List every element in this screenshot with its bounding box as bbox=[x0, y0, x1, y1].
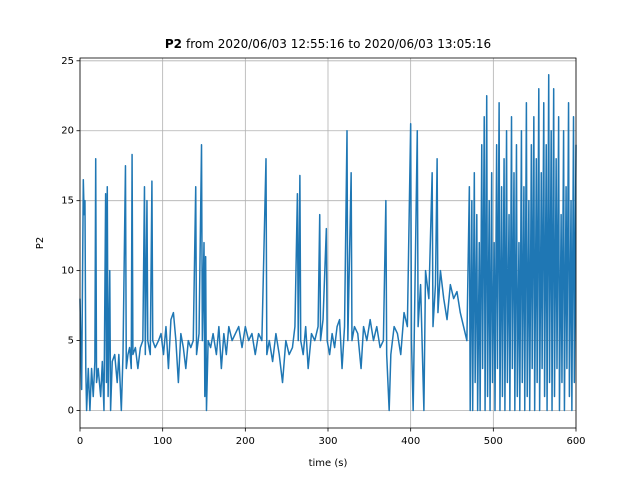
y-tick-label: 0 bbox=[68, 406, 74, 417]
y-tick-label: 15 bbox=[61, 196, 74, 207]
title-text: from 2020/06/03 12:55:16 to 2020/06/03 1… bbox=[186, 37, 491, 51]
chart-title: P2 from 2020/06/03 12:55:16 to 2020/06/03… bbox=[165, 37, 491, 51]
y-tick-label: 10 bbox=[61, 266, 74, 277]
x-tick-label: 200 bbox=[236, 436, 255, 447]
data-line bbox=[79, 74, 577, 412]
title-bold: P2 bbox=[165, 37, 182, 51]
x-tick-label: 300 bbox=[318, 436, 337, 447]
x-tick-label: 0 bbox=[77, 436, 83, 447]
y-tick-label: 25 bbox=[61, 56, 74, 67]
x-tick-label: 400 bbox=[401, 436, 420, 447]
y-tick-label: 20 bbox=[61, 126, 74, 137]
x-tick-label: 100 bbox=[153, 436, 172, 447]
y-axis-label: P2 bbox=[35, 237, 46, 249]
x-tick-label: 600 bbox=[566, 436, 585, 447]
x-tick-label: 500 bbox=[484, 436, 503, 447]
y-tick-label: 5 bbox=[68, 336, 74, 347]
x-axis-label: time (s) bbox=[309, 458, 348, 469]
